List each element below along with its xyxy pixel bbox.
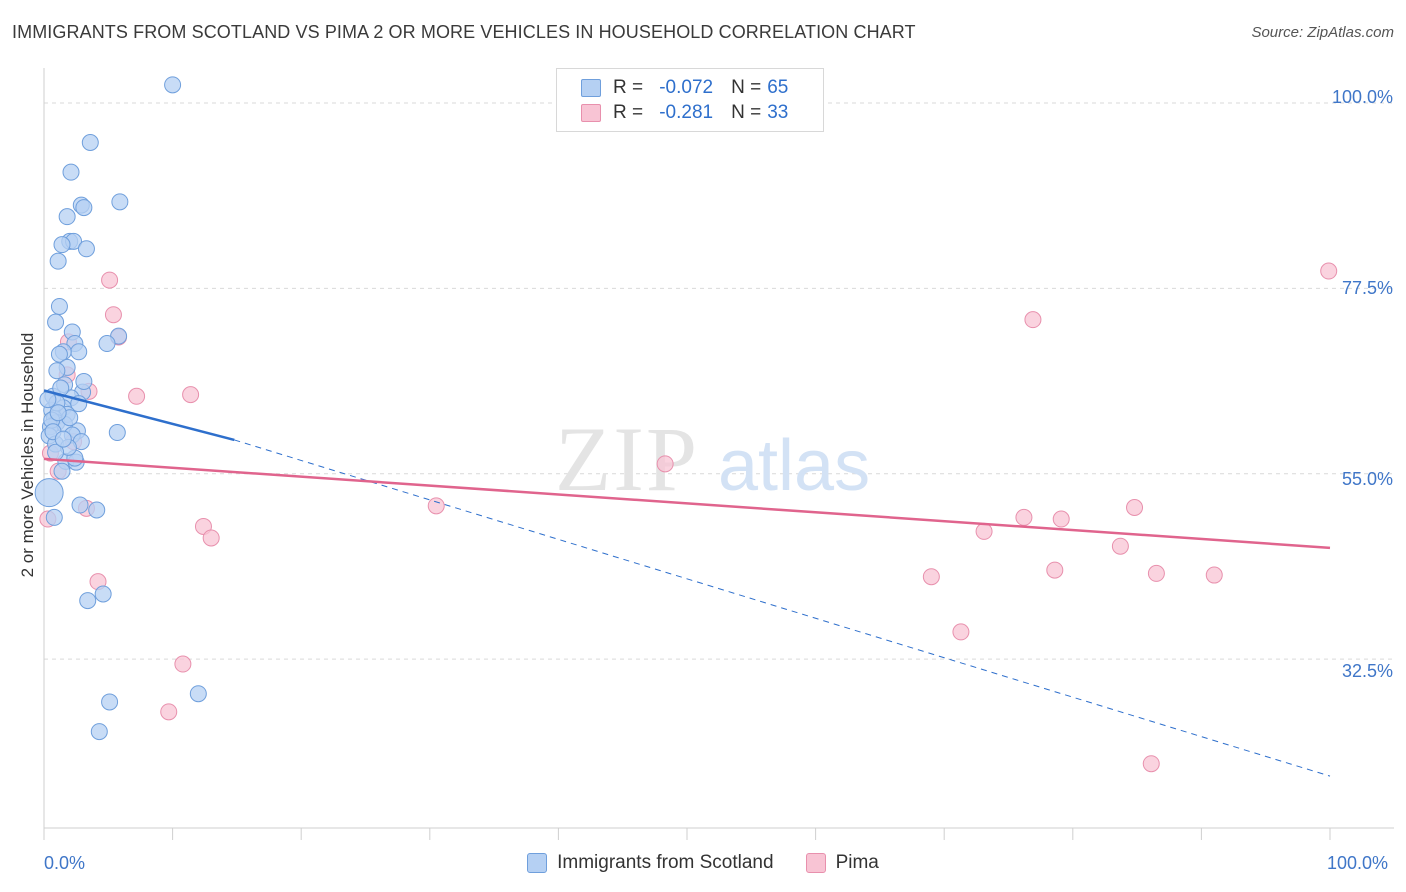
scotland-point	[90, 723, 108, 741]
pima-point	[202, 529, 220, 547]
legend-label-scotland: Immigrants from Scotland	[557, 852, 774, 873]
pima-point	[1147, 564, 1165, 582]
trend-lines	[43, 389, 1331, 777]
scotland-point	[71, 496, 89, 514]
chart-title: IMMIGRANTS FROM SCOTLAND VS PIMA 2 OR MO…	[12, 22, 916, 42]
y-axis-label: 2 or more Vehicles in Household	[18, 332, 37, 578]
source-credit: Source: ZipAtlas.com	[1251, 24, 1394, 41]
scotland-point	[45, 508, 63, 526]
scotland-points	[34, 76, 207, 741]
scotland-point	[70, 343, 88, 361]
scotland-point	[49, 404, 67, 422]
scotland-point	[79, 592, 97, 610]
scotland-point	[34, 478, 64, 508]
scotland-point	[48, 362, 66, 380]
legend-item-pima[interactable]: Pima	[805, 852, 879, 874]
pima-point	[128, 387, 146, 405]
series-legend: Immigrants from Scotland Pima	[0, 852, 1406, 874]
x-tick-label-max: 100.0%	[1327, 853, 1389, 873]
scotland-point	[81, 134, 99, 152]
pima-point	[101, 271, 119, 289]
r-label: R =	[613, 77, 644, 98]
watermark-zip: ZIP	[555, 408, 699, 510]
pima-point	[952, 623, 970, 641]
pima-point	[1046, 561, 1064, 579]
scotland-point	[164, 76, 182, 94]
pima-point	[656, 455, 674, 473]
pima-point	[975, 522, 993, 540]
pima-point	[104, 306, 122, 324]
pima-point	[1320, 262, 1338, 280]
scotland-trend-line	[43, 389, 235, 442]
y-tick-label-55: 55.0%	[1341, 469, 1393, 489]
y-tick-label-77: 77.5%	[1341, 278, 1393, 298]
scotland-point	[50, 297, 68, 315]
scotland-point	[77, 240, 95, 258]
n-value: 65	[767, 77, 789, 98]
pima-point	[1205, 566, 1223, 584]
pima-point	[160, 703, 178, 721]
pima-point	[1111, 537, 1129, 555]
scotland-point	[62, 163, 80, 181]
r-label: R =	[613, 102, 644, 123]
grid-lines	[44, 102, 1394, 660]
pima-point	[174, 655, 192, 673]
pima-point	[1015, 508, 1033, 526]
r-value: -0.072	[659, 77, 714, 98]
pima-point	[1142, 755, 1160, 773]
pima-point	[427, 497, 445, 515]
scotland-swatch	[581, 79, 601, 97]
watermark-atlas: atlas	[718, 426, 870, 506]
n-label: N =	[731, 77, 762, 98]
scotland-point	[75, 199, 93, 217]
n-value: 33	[767, 102, 789, 123]
scotland-point	[101, 693, 119, 711]
scotland-point	[98, 335, 116, 353]
scotland-swatch	[527, 853, 548, 873]
scotland-point	[111, 193, 129, 211]
scotland-point	[108, 424, 126, 442]
pima-trend-line	[43, 457, 1331, 550]
scotland-point	[58, 208, 76, 226]
legend-label-pima: Pima	[835, 852, 879, 873]
x-tick-label-min: 0.0%	[44, 853, 86, 873]
pima-swatch	[581, 104, 601, 122]
scotland-point	[54, 430, 72, 448]
pima-point	[182, 386, 200, 404]
pima-point	[1126, 498, 1144, 516]
pima-swatch	[805, 853, 826, 873]
pima-points	[39, 262, 1338, 773]
legend-row-scotland: R = -0.072 N = 65	[581, 76, 788, 100]
scotland-point	[53, 236, 71, 254]
stats-legend: R = -0.072 N = 65 R = -0.281 N = 33	[556, 68, 824, 132]
scotland-point	[75, 372, 93, 390]
scotland-point	[88, 501, 106, 519]
scotland-point	[53, 462, 71, 480]
pima-point	[922, 568, 940, 586]
r-value: -0.281	[659, 102, 714, 123]
legend-item-scotland[interactable]: Immigrants from Scotland	[527, 852, 774, 874]
scotland-point	[47, 313, 65, 331]
y-tick-label-100: 100.0%	[1331, 87, 1393, 107]
scotland-point	[49, 252, 67, 270]
n-label: N =	[731, 102, 762, 123]
scotland-point	[189, 685, 207, 703]
scotland-point	[50, 345, 68, 363]
scotland-point	[94, 585, 112, 603]
pima-point	[1052, 510, 1070, 528]
legend-row-pima: R = -0.281 N = 33	[581, 101, 788, 125]
scotland-trend-extension	[234, 439, 1331, 777]
pima-point	[1024, 311, 1042, 329]
y-tick-label-32: 32.5%	[1341, 661, 1393, 681]
